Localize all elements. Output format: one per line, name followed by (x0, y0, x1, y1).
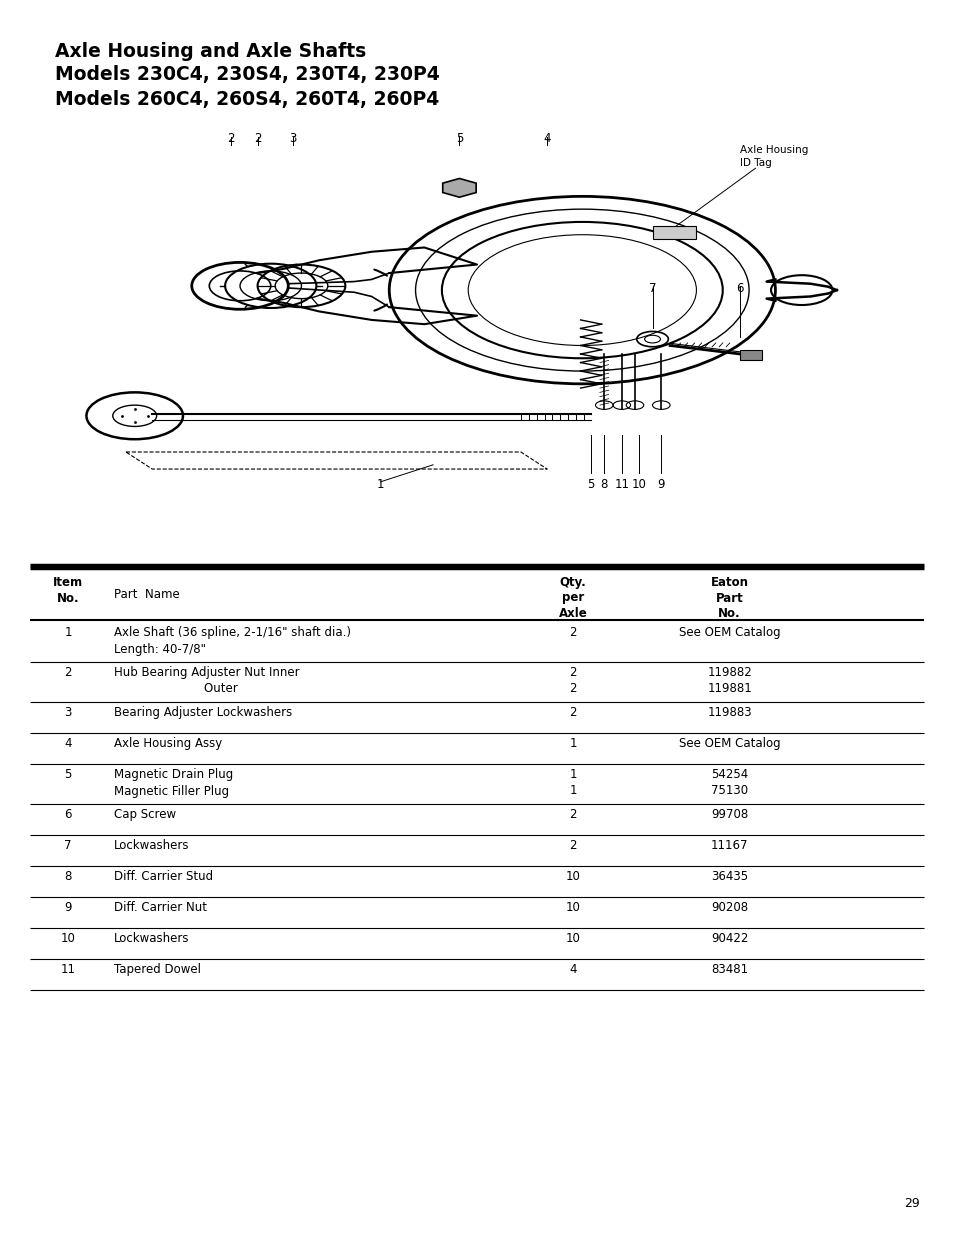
Text: 2: 2 (569, 626, 577, 638)
Text: 4: 4 (569, 963, 577, 976)
Text: 99708: 99708 (710, 808, 747, 821)
Text: 1: 1 (64, 626, 71, 638)
Bar (740, 350, 761, 361)
Text: See OEM Catalog: See OEM Catalog (678, 626, 780, 638)
Text: 2: 2 (569, 839, 577, 852)
Text: 7: 7 (64, 839, 71, 852)
Text: 90208: 90208 (710, 902, 747, 914)
Text: 2: 2 (569, 808, 577, 821)
Text: Axle Shaft (36 spline, 2-1/16" shaft dia.)
Length: 40-7/8": Axle Shaft (36 spline, 2-1/16" shaft dia… (113, 626, 351, 656)
Text: 11: 11 (60, 963, 75, 976)
Bar (652, 226, 696, 240)
Text: Lockwashers: Lockwashers (113, 932, 190, 945)
Text: 6: 6 (64, 808, 71, 821)
Text: 119883: 119883 (706, 706, 751, 719)
Text: 11: 11 (614, 478, 629, 490)
Text: 36435: 36435 (710, 869, 747, 883)
Text: Diff. Carrier Nut: Diff. Carrier Nut (113, 902, 207, 914)
Text: 1: 1 (569, 737, 577, 750)
Text: 10: 10 (631, 478, 646, 490)
Text: 3: 3 (64, 706, 71, 719)
Text: 7: 7 (648, 282, 656, 295)
Text: 2: 2 (64, 666, 71, 679)
FancyArrowPatch shape (374, 305, 387, 311)
Text: Axle Housing and Axle Shafts: Axle Housing and Axle Shafts (55, 42, 366, 61)
Text: Diff. Carrier Stud: Diff. Carrier Stud (113, 869, 213, 883)
Text: 8: 8 (64, 869, 71, 883)
Text: See OEM Catalog: See OEM Catalog (678, 737, 780, 750)
Text: 10: 10 (565, 869, 580, 883)
Text: 1
1: 1 1 (569, 768, 577, 798)
Polygon shape (442, 179, 476, 198)
Text: Cap Screw: Cap Screw (113, 808, 176, 821)
Text: 10: 10 (565, 932, 580, 945)
Text: 2: 2 (569, 706, 577, 719)
Text: Hub Bearing Adjuster Nut Inner
                        Outer: Hub Bearing Adjuster Nut Inner Outer (113, 666, 299, 695)
Text: Part  Name: Part Name (113, 588, 179, 601)
Text: Magnetic Drain Plug
Magnetic Filler Plug: Magnetic Drain Plug Magnetic Filler Plug (113, 768, 233, 798)
Text: 3: 3 (289, 132, 296, 146)
Text: 9: 9 (64, 902, 71, 914)
Text: Models 260C4, 260S4, 260T4, 260P4: Models 260C4, 260S4, 260T4, 260P4 (55, 90, 438, 109)
Text: Models 230C4, 230S4, 230T4, 230P4: Models 230C4, 230S4, 230T4, 230P4 (55, 65, 439, 84)
Text: 10: 10 (60, 932, 75, 945)
Text: 11167: 11167 (710, 839, 747, 852)
Text: 9: 9 (657, 478, 664, 490)
Text: 2: 2 (253, 132, 261, 146)
Text: Bearing Adjuster Lockwashers: Bearing Adjuster Lockwashers (113, 706, 292, 719)
Text: Qty.
per
Axle: Qty. per Axle (558, 576, 587, 620)
Text: Eaton
Part
No.: Eaton Part No. (710, 576, 748, 620)
Text: 4: 4 (64, 737, 71, 750)
Text: Axle Housing Assy: Axle Housing Assy (113, 737, 222, 750)
Text: 2
2: 2 2 (569, 666, 577, 695)
Text: Axle Housing
ID Tag: Axle Housing ID Tag (740, 146, 808, 168)
Text: 4: 4 (543, 132, 551, 146)
Text: 5: 5 (456, 132, 462, 146)
Text: 6: 6 (736, 282, 743, 295)
Text: 2: 2 (227, 132, 234, 146)
Text: 54254
75130: 54254 75130 (710, 768, 747, 798)
Text: Tapered Dowel: Tapered Dowel (113, 963, 201, 976)
Text: 29: 29 (903, 1197, 919, 1210)
Text: 5: 5 (64, 768, 71, 781)
Text: 8: 8 (600, 478, 607, 490)
Text: 119882
119881: 119882 119881 (706, 666, 751, 695)
Text: 90422: 90422 (710, 932, 747, 945)
Text: 10: 10 (565, 902, 580, 914)
Text: Lockwashers: Lockwashers (113, 839, 190, 852)
Text: Item
No.: Item No. (52, 576, 83, 605)
Text: 83481: 83481 (710, 963, 747, 976)
Text: 1: 1 (376, 478, 384, 490)
Text: 5: 5 (587, 478, 594, 490)
FancyArrowPatch shape (374, 269, 387, 275)
